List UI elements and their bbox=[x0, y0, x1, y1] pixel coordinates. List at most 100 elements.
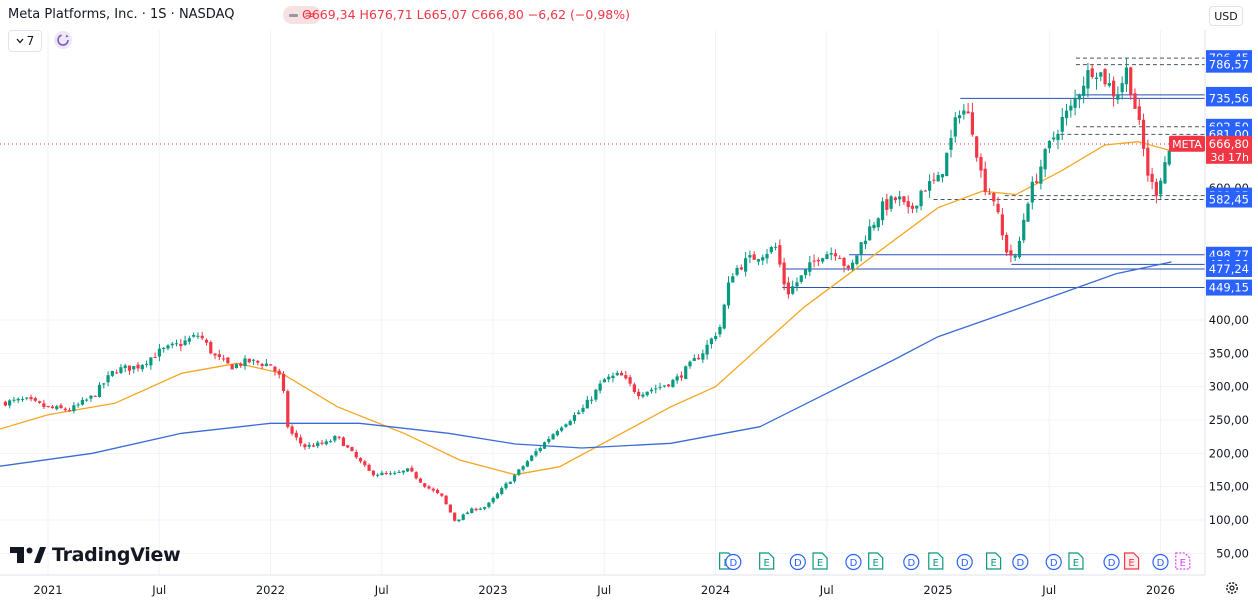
candle-body[interactable] bbox=[341, 437, 346, 447]
candle-body[interactable] bbox=[970, 112, 975, 135]
candle-body[interactable] bbox=[1163, 162, 1167, 184]
candle-body[interactable] bbox=[585, 399, 589, 409]
candle-body[interactable] bbox=[555, 431, 559, 436]
candle-body[interactable] bbox=[457, 519, 461, 522]
candle-body[interactable] bbox=[307, 444, 311, 447]
candle-body[interactable] bbox=[949, 138, 953, 150]
candle-body[interactable] bbox=[337, 436, 341, 438]
candle-body[interactable] bbox=[1017, 240, 1022, 258]
candle-body[interactable] bbox=[162, 348, 166, 350]
candles[interactable] bbox=[3, 57, 1171, 523]
candle-body[interactable] bbox=[607, 376, 611, 380]
candle-body[interactable] bbox=[102, 383, 106, 385]
candle-body[interactable] bbox=[923, 190, 927, 192]
dividend-marker[interactable]: D bbox=[1012, 553, 1029, 571]
candle-body[interactable] bbox=[936, 175, 940, 182]
candle-body[interactable] bbox=[577, 412, 581, 415]
candle-body[interactable] bbox=[1009, 250, 1013, 256]
candle-body[interactable] bbox=[1116, 94, 1120, 100]
candle-body[interactable] bbox=[551, 434, 555, 440]
candle-body[interactable] bbox=[846, 265, 850, 269]
candle-body[interactable] bbox=[1073, 98, 1077, 108]
candle-body[interactable] bbox=[247, 358, 251, 363]
candle-body[interactable] bbox=[1107, 83, 1111, 86]
candle-body[interactable] bbox=[405, 468, 410, 472]
candle-body[interactable] bbox=[726, 282, 731, 306]
candle-body[interactable] bbox=[97, 384, 102, 398]
candle-body[interactable] bbox=[709, 338, 713, 345]
earnings-marker[interactable]: E bbox=[1123, 552, 1140, 570]
candle-body[interactable] bbox=[465, 512, 470, 515]
interval-selector[interactable]: 7 bbox=[8, 30, 42, 52]
price-levels[interactable] bbox=[782, 57, 1205, 289]
candle-body[interactable] bbox=[251, 359, 256, 361]
candle-body[interactable] bbox=[59, 405, 63, 409]
candle-body[interactable] bbox=[962, 110, 966, 115]
candle-body[interactable] bbox=[55, 406, 59, 410]
candle-body[interactable] bbox=[812, 260, 816, 262]
candle-body[interactable] bbox=[50, 406, 55, 409]
candle-body[interactable] bbox=[611, 375, 615, 379]
indicator-toggle-button[interactable]: ≈ bbox=[283, 6, 321, 24]
candle-body[interactable] bbox=[649, 389, 654, 392]
candle-body[interactable] bbox=[179, 343, 183, 347]
candle-body[interactable] bbox=[333, 436, 337, 441]
candle-body[interactable] bbox=[615, 372, 619, 376]
candle-body[interactable] bbox=[637, 391, 641, 397]
candle-body[interactable] bbox=[1052, 137, 1056, 140]
candle-body[interactable] bbox=[756, 259, 761, 262]
candle-body[interactable] bbox=[1043, 148, 1047, 170]
candle-body[interactable] bbox=[243, 358, 247, 367]
candle-body[interactable] bbox=[448, 504, 452, 513]
candle-body[interactable] bbox=[893, 197, 897, 201]
candle-body[interactable] bbox=[915, 205, 919, 209]
candle-body[interactable] bbox=[157, 348, 162, 357]
candle-body[interactable] bbox=[123, 365, 127, 369]
candle-body[interactable] bbox=[589, 399, 594, 401]
candle-body[interactable] bbox=[838, 258, 842, 260]
candle-body[interactable] bbox=[260, 364, 264, 366]
candle-body[interactable] bbox=[658, 386, 662, 388]
candle-body[interactable] bbox=[93, 395, 97, 397]
dividend-marker[interactable]: D bbox=[1045, 553, 1062, 571]
candle-body[interactable] bbox=[833, 253, 838, 257]
candle-body[interactable] bbox=[1099, 72, 1103, 77]
x-axis[interactable]: 2021 Jul 2022 Jul 2023 Jul 2024 Jul 2025 Jul 2026 bbox=[33, 583, 1175, 597]
event-markers[interactable]: EDEDEDEDEDEDDEDEDE bbox=[719, 552, 1191, 571]
candle-body[interactable] bbox=[1086, 70, 1090, 89]
candle-body[interactable] bbox=[80, 399, 85, 405]
earnings-marker[interactable]: E bbox=[868, 552, 884, 570]
candle-body[interactable] bbox=[594, 389, 598, 400]
candle-body[interactable] bbox=[328, 441, 333, 443]
candle-body[interactable] bbox=[778, 245, 782, 265]
candle-body[interactable] bbox=[530, 455, 534, 461]
candle-body[interactable] bbox=[1026, 203, 1030, 222]
candle-body[interactable] bbox=[12, 399, 16, 401]
candle-body[interactable] bbox=[517, 469, 521, 475]
candle-body[interactable] bbox=[431, 488, 435, 491]
candle-body[interactable] bbox=[512, 475, 517, 482]
candle-body[interactable] bbox=[414, 472, 418, 479]
candle-body[interactable] bbox=[1112, 80, 1116, 97]
candle-body[interactable] bbox=[478, 508, 482, 510]
candle-body[interactable] bbox=[966, 111, 970, 114]
candle-body[interactable] bbox=[294, 432, 298, 438]
candle-body[interactable] bbox=[564, 424, 568, 427]
candle-body[interactable] bbox=[662, 385, 666, 387]
candle-body[interactable] bbox=[453, 512, 457, 521]
candle-body[interactable] bbox=[880, 201, 885, 221]
candle-body[interactable] bbox=[33, 398, 37, 401]
candle-body[interactable] bbox=[701, 353, 705, 360]
candle-body[interactable] bbox=[483, 507, 487, 509]
candle-body[interactable] bbox=[435, 489, 440, 494]
candle-body[interactable] bbox=[213, 353, 217, 356]
dividend-marker[interactable]: D bbox=[903, 553, 920, 571]
candle-body[interactable] bbox=[602, 379, 607, 383]
candle-body[interactable] bbox=[769, 247, 773, 253]
candle-body[interactable] bbox=[474, 508, 478, 511]
candle-body[interactable] bbox=[859, 242, 863, 255]
candle-body[interactable] bbox=[132, 366, 136, 370]
candle-body[interactable] bbox=[525, 461, 530, 467]
candle-body[interactable] bbox=[722, 304, 726, 329]
